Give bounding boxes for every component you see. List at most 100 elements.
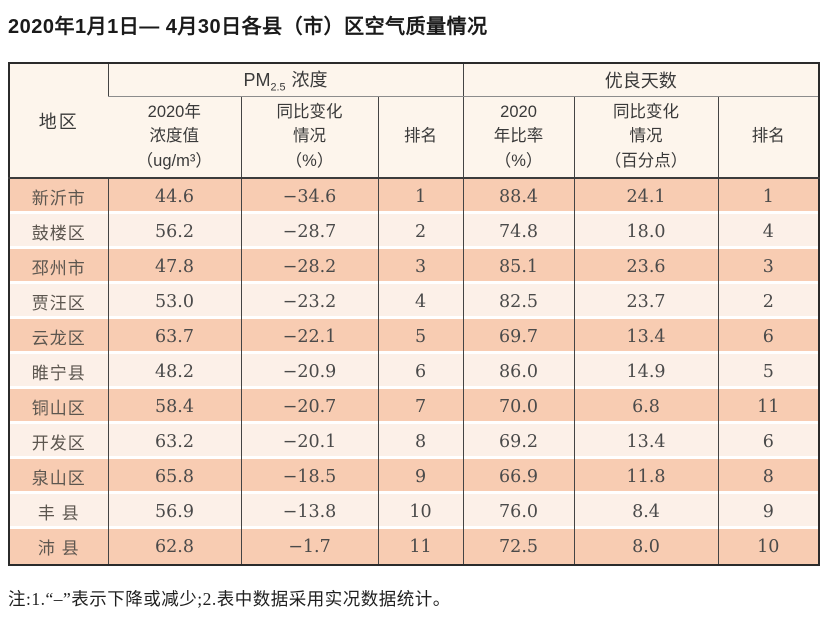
value-cell: 88.4 — [462, 178, 575, 214]
column-group-pm25: PM2.5 浓度 — [107, 63, 464, 97]
value-cell: 4 — [377, 284, 464, 319]
column-header-pm-change: 同比变化 情况 （%） — [240, 96, 378, 179]
value-cell: −20.1 — [240, 424, 378, 459]
value-cell: 3 — [717, 249, 820, 284]
value-cell: −28.2 — [240, 249, 378, 284]
column-header-good-change: 同比变化 情况 （百分点） — [573, 96, 719, 179]
value-cell: 10 — [717, 529, 820, 565]
value-cell: 4 — [717, 214, 820, 249]
value-cell: 14.9 — [573, 354, 719, 389]
value-cell: 66.9 — [462, 459, 575, 494]
value-cell: 70.0 — [462, 389, 575, 424]
column-group-good-days: 优良天数 — [462, 63, 820, 97]
value-cell: −18.5 — [240, 459, 378, 494]
value-cell: 44.6 — [107, 178, 241, 214]
value-cell: 6 — [717, 319, 820, 354]
region-cell: 新沂市 — [9, 178, 108, 214]
value-cell: −13.8 — [240, 494, 378, 529]
value-cell: −20.7 — [240, 389, 378, 424]
footnote: 注:1.“–”表示下降或减少;2.表中数据采用实况数据统计。 — [8, 589, 451, 609]
group-header-row: 地区 PM2.5 浓度 优良天数 — [9, 63, 820, 179]
value-cell: 9 — [717, 494, 820, 529]
value-cell: 2 — [717, 284, 820, 319]
value-cell: 63.2 — [107, 424, 241, 459]
region-cell: 鼓楼区 — [9, 214, 108, 249]
value-cell: 8 — [377, 424, 464, 459]
region-cell: 泉山区 — [9, 459, 108, 494]
value-cell: 2 — [377, 214, 464, 249]
column-header-region: 地区 — [9, 63, 108, 179]
region-cell: 沛 县 — [9, 529, 108, 565]
value-cell: 23.6 — [573, 249, 719, 284]
region-cell: 丰 县 — [9, 494, 108, 529]
column-header-pm-rank: 排名 — [377, 96, 464, 179]
table-header: 地区 PM2.5 浓度 优良天数 2020年 浓度值 （ug/m³） 同比变化 情… — [9, 63, 820, 179]
table-row: 鼓楼区 56.2 −28.7 2 74.8 18.0 4 — [9, 214, 820, 249]
table-row: 铜山区 58.4 −20.7 7 70.0 6.8 11 — [9, 389, 820, 424]
value-cell: 23.7 — [573, 284, 719, 319]
value-cell: 13.4 — [573, 319, 719, 354]
table-row: 开发区 63.2 −20.1 8 69.2 13.4 6 — [9, 424, 820, 459]
region-cell: 开发区 — [9, 424, 108, 459]
page-title: 2020年1月1日— 4月30日各县（市）区空气质量情况 — [8, 16, 488, 38]
value-cell: 7 — [377, 389, 464, 424]
table-row: 泉山区 65.8 −18.5 9 66.9 11.8 8 — [9, 459, 820, 494]
region-cell: 贾汪区 — [9, 284, 108, 319]
value-cell: 85.1 — [462, 249, 575, 284]
pm25-suffix: 浓度 — [291, 69, 328, 90]
column-header-good-ratio: 2020 年比率 （%） — [462, 96, 575, 179]
value-cell: 6 — [377, 354, 464, 389]
value-cell: 58.4 — [107, 389, 241, 424]
value-cell: 13.4 — [573, 424, 719, 459]
table-row: 邳州市 47.8 −28.2 3 85.1 23.6 3 — [9, 249, 820, 284]
value-cell: 5 — [377, 319, 464, 354]
value-cell: 82.5 — [462, 284, 575, 319]
value-cell: 8.4 — [573, 494, 719, 529]
value-cell: 6 — [717, 424, 820, 459]
value-cell: 8 — [717, 459, 820, 494]
table-row: 睢宁县 48.2 −20.9 6 86.0 14.9 5 — [9, 354, 820, 389]
value-cell: 62.8 — [107, 529, 241, 565]
value-cell: 65.8 — [107, 459, 241, 494]
region-cell: 睢宁县 — [9, 354, 108, 389]
value-cell: 76.0 — [462, 494, 575, 529]
sub-header-row: 2020年 浓度值 （ug/m³） 同比变化 情况 （%） 排名 2020 年比… — [9, 96, 820, 179]
value-cell: 86.0 — [462, 354, 575, 389]
value-cell: 56.2 — [107, 214, 241, 249]
column-header-good-rank: 排名 — [717, 96, 820, 179]
region-cell: 云龙区 — [9, 319, 108, 354]
value-cell: 9 — [377, 459, 464, 494]
table-row: 新沂市 44.6 −34.6 1 88.4 24.1 1 — [9, 178, 820, 214]
value-cell: 47.8 — [107, 249, 241, 284]
column-header-pm-value: 2020年 浓度值 （ug/m³） — [108, 96, 241, 179]
value-cell: 11 — [377, 529, 464, 565]
table-row: 沛 县 62.8 −1.7 11 72.5 8.0 10 — [9, 529, 820, 565]
value-cell: 1 — [717, 178, 820, 214]
air-quality-table: 地区 PM2.5 浓度 优良天数 2020年 浓度值 （ug/m³） 同比变化 情… — [8, 62, 821, 566]
pm25-label: PM — [243, 69, 271, 90]
value-cell: 69.2 — [462, 424, 575, 459]
value-cell: 6.8 — [573, 389, 719, 424]
table-row: 贾汪区 53.0 −23.2 4 82.5 23.7 2 — [9, 284, 820, 319]
table-row: 丰 县 56.9 −13.8 10 76.0 8.4 9 — [9, 494, 820, 529]
value-cell: 8.0 — [573, 529, 719, 565]
value-cell: 11.8 — [573, 459, 719, 494]
value-cell: 63.7 — [107, 319, 241, 354]
table-row: 云龙区 63.7 −22.1 5 69.7 13.4 6 — [9, 319, 820, 354]
value-cell: 56.9 — [107, 494, 241, 529]
value-cell: 53.0 — [107, 284, 241, 319]
value-cell: −28.7 — [240, 214, 378, 249]
value-cell: −34.6 — [240, 178, 378, 214]
value-cell: 10 — [377, 494, 464, 529]
pm25-subscript: 2.5 — [270, 81, 286, 94]
value-cell: −20.9 — [240, 354, 378, 389]
value-cell: 5 — [717, 354, 820, 389]
value-cell: 24.1 — [573, 178, 719, 214]
value-cell: 48.2 — [107, 354, 241, 389]
value-cell: 72.5 — [462, 529, 575, 565]
value-cell: −1.7 — [240, 529, 378, 565]
value-cell: 1 — [377, 178, 464, 214]
value-cell: 11 — [717, 389, 820, 424]
value-cell: 3 — [377, 249, 464, 284]
